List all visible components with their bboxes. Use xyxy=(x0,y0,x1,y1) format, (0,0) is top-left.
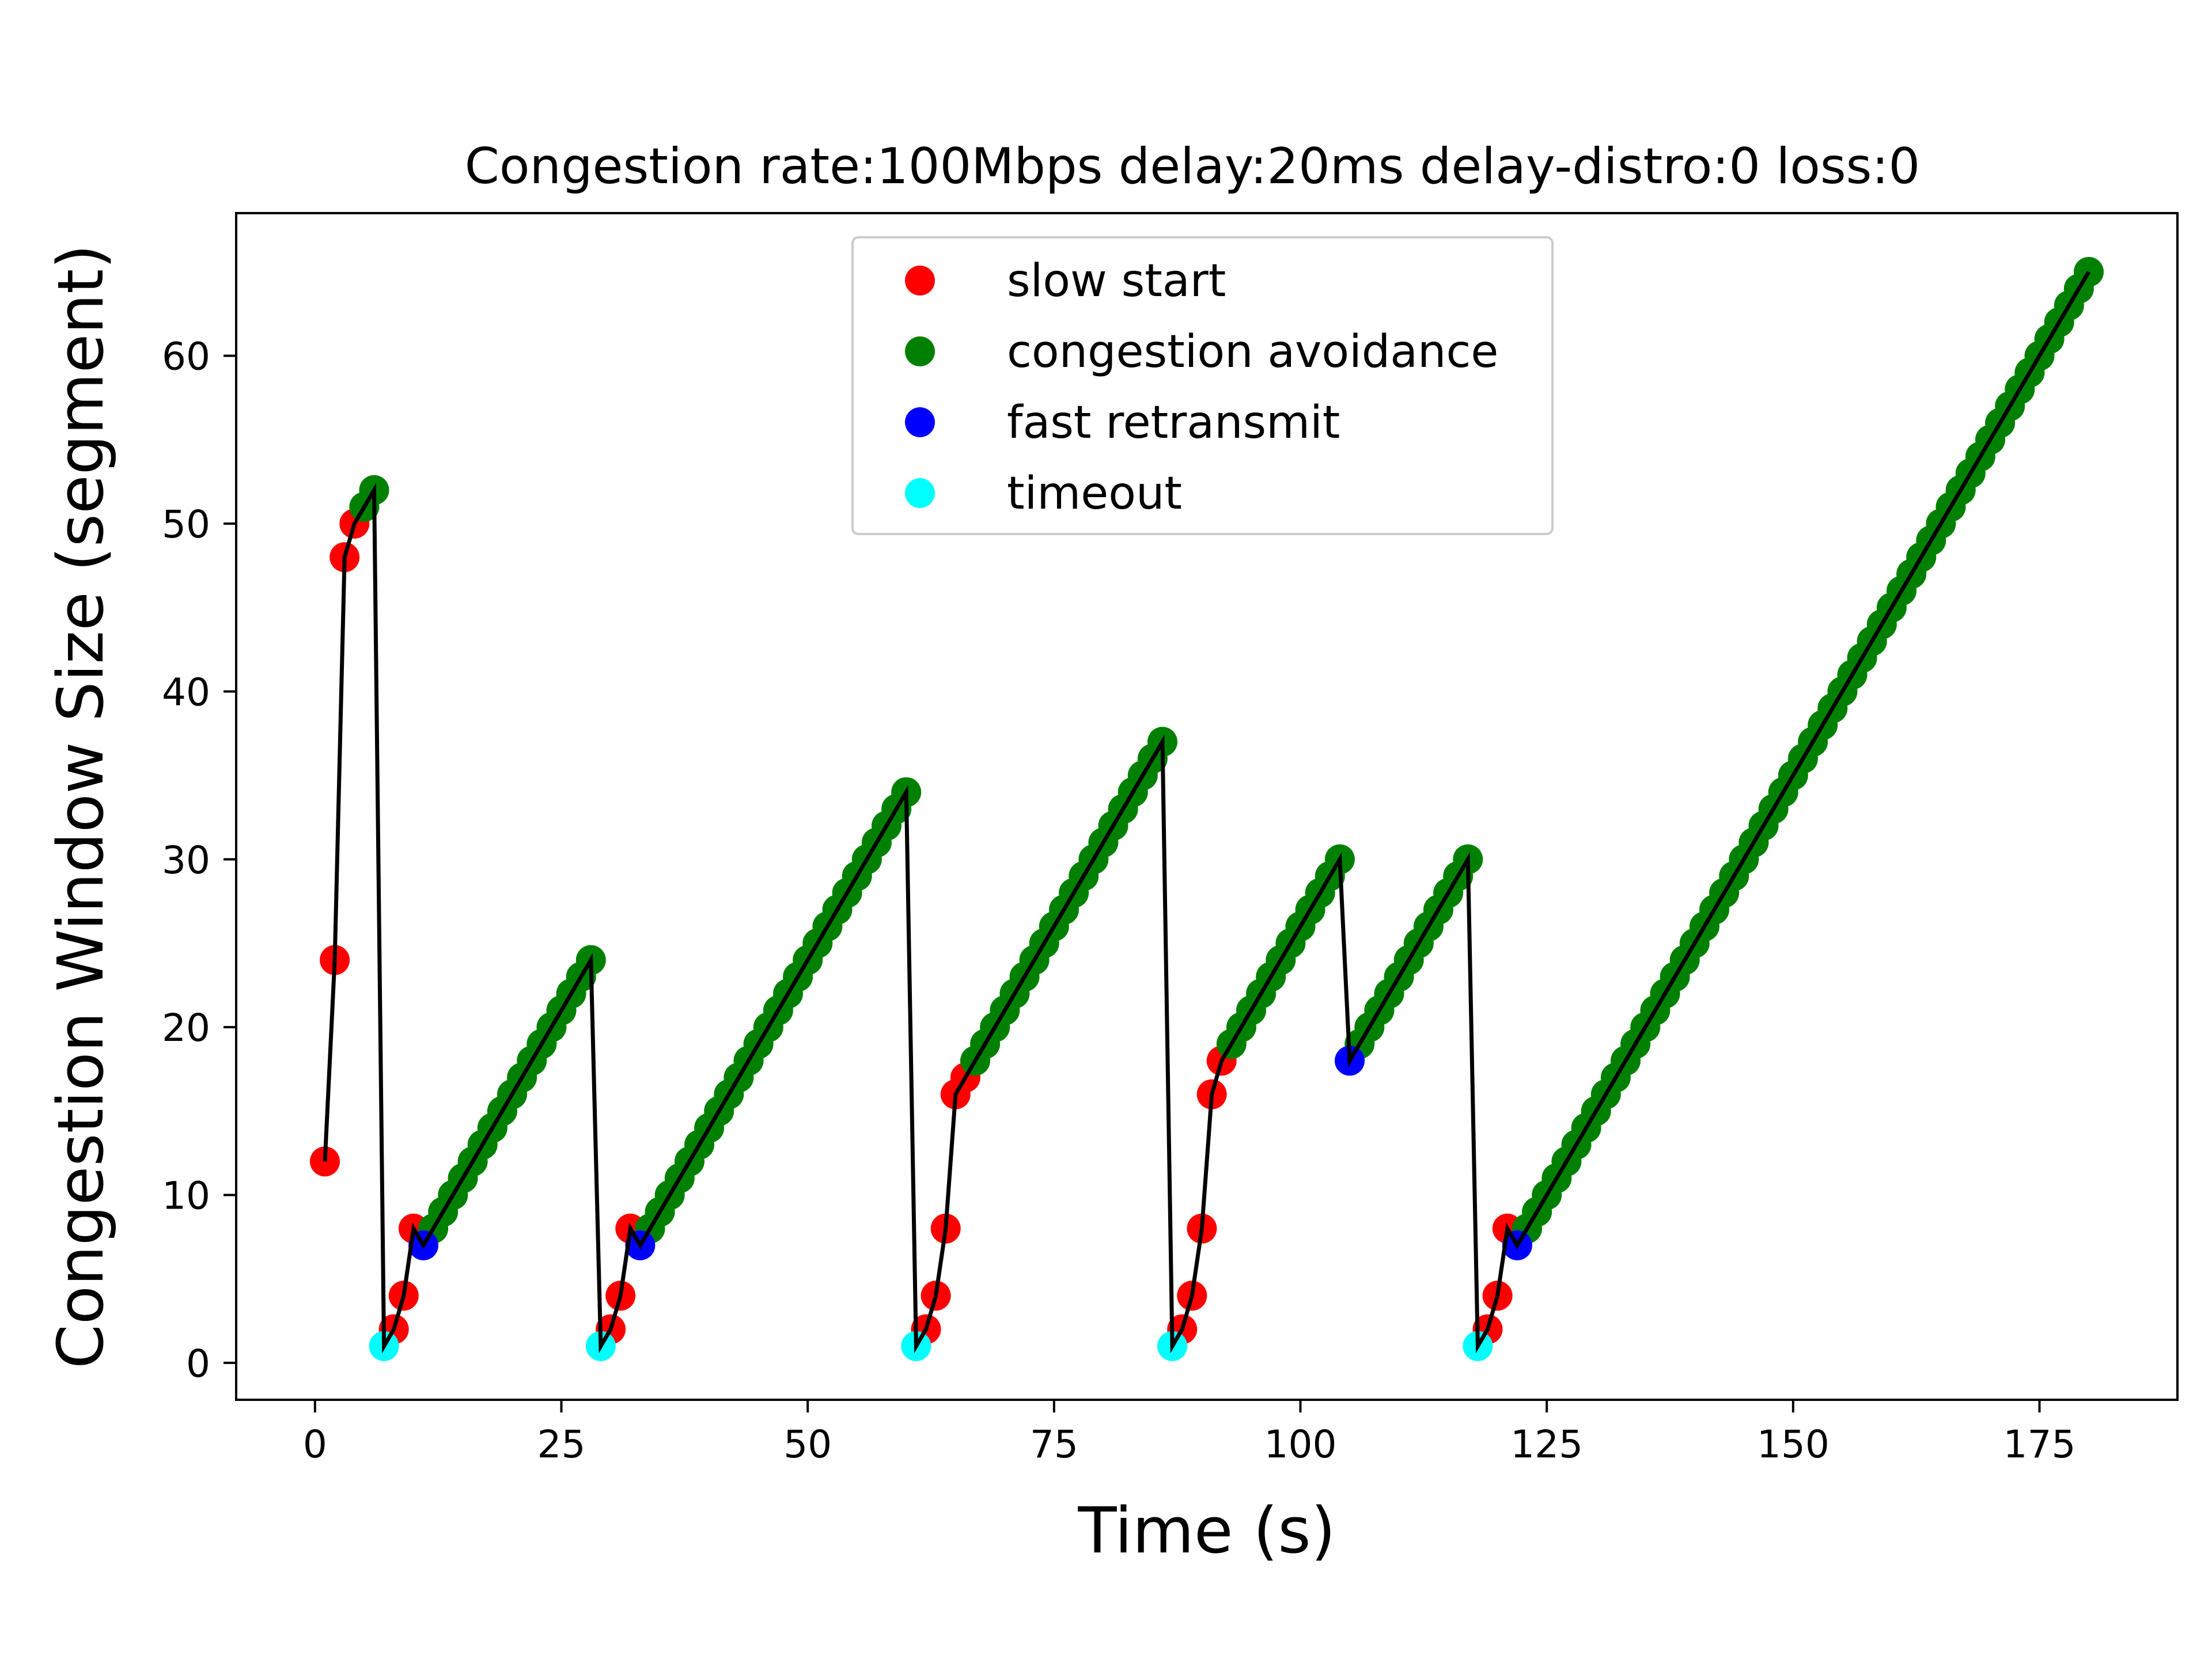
slow-start-legend-label: slow start xyxy=(1007,255,1226,307)
x-tick-label: 125 xyxy=(1510,1422,1583,1467)
fast-retransmit-legend-marker xyxy=(905,407,935,437)
x-tick-label: 50 xyxy=(783,1422,832,1467)
y-tick-label: 20 xyxy=(162,1006,210,1050)
y-tick-label: 60 xyxy=(162,335,210,379)
legend: slow start congestion avoidance fast retra… xyxy=(851,236,1554,535)
y-axis: 0 10 20 30 40 50 60 xyxy=(162,335,236,1386)
x-tick-label: 100 xyxy=(1264,1422,1337,1467)
y-tick-label: 0 xyxy=(186,1342,210,1386)
x-tick-label: 150 xyxy=(1757,1422,1830,1467)
y-tick-label: 40 xyxy=(162,670,210,714)
chart-title: Congestion rate:100Mbps delay:20ms delay… xyxy=(465,138,1920,195)
congestion-avoidance-legend-marker xyxy=(905,336,935,366)
y-tick-label: 10 xyxy=(162,1174,210,1218)
slow-start-legend-marker xyxy=(905,266,935,296)
fast-retransmit-legend-label: fast retransmit xyxy=(1007,397,1340,449)
x-tick-label: 75 xyxy=(1030,1422,1078,1467)
legend-box xyxy=(851,236,1554,535)
x-axis: 0 25 50 75 100 125 150 175 xyxy=(303,1400,2076,1467)
x-axis-title: Time (s) xyxy=(1077,1494,1335,1567)
x-tick-label: 0 xyxy=(303,1422,327,1467)
congestion-avoidance-legend-label: congestion avoidance xyxy=(1007,326,1498,378)
y-tick-label: 30 xyxy=(162,838,210,882)
x-tick-label: 175 xyxy=(2003,1422,2076,1467)
timeout-legend-marker xyxy=(905,478,935,508)
y-axis-title: Congestion Window Size (segment) xyxy=(44,244,118,1369)
plot-frame xyxy=(235,212,2179,1401)
x-tick-label: 25 xyxy=(537,1422,586,1467)
plot-layer xyxy=(310,257,2104,1361)
timeout-legend-label: timeout xyxy=(1007,468,1182,520)
cwnd-trace-line xyxy=(323,271,2091,1354)
y-tick-label: 50 xyxy=(162,502,210,547)
